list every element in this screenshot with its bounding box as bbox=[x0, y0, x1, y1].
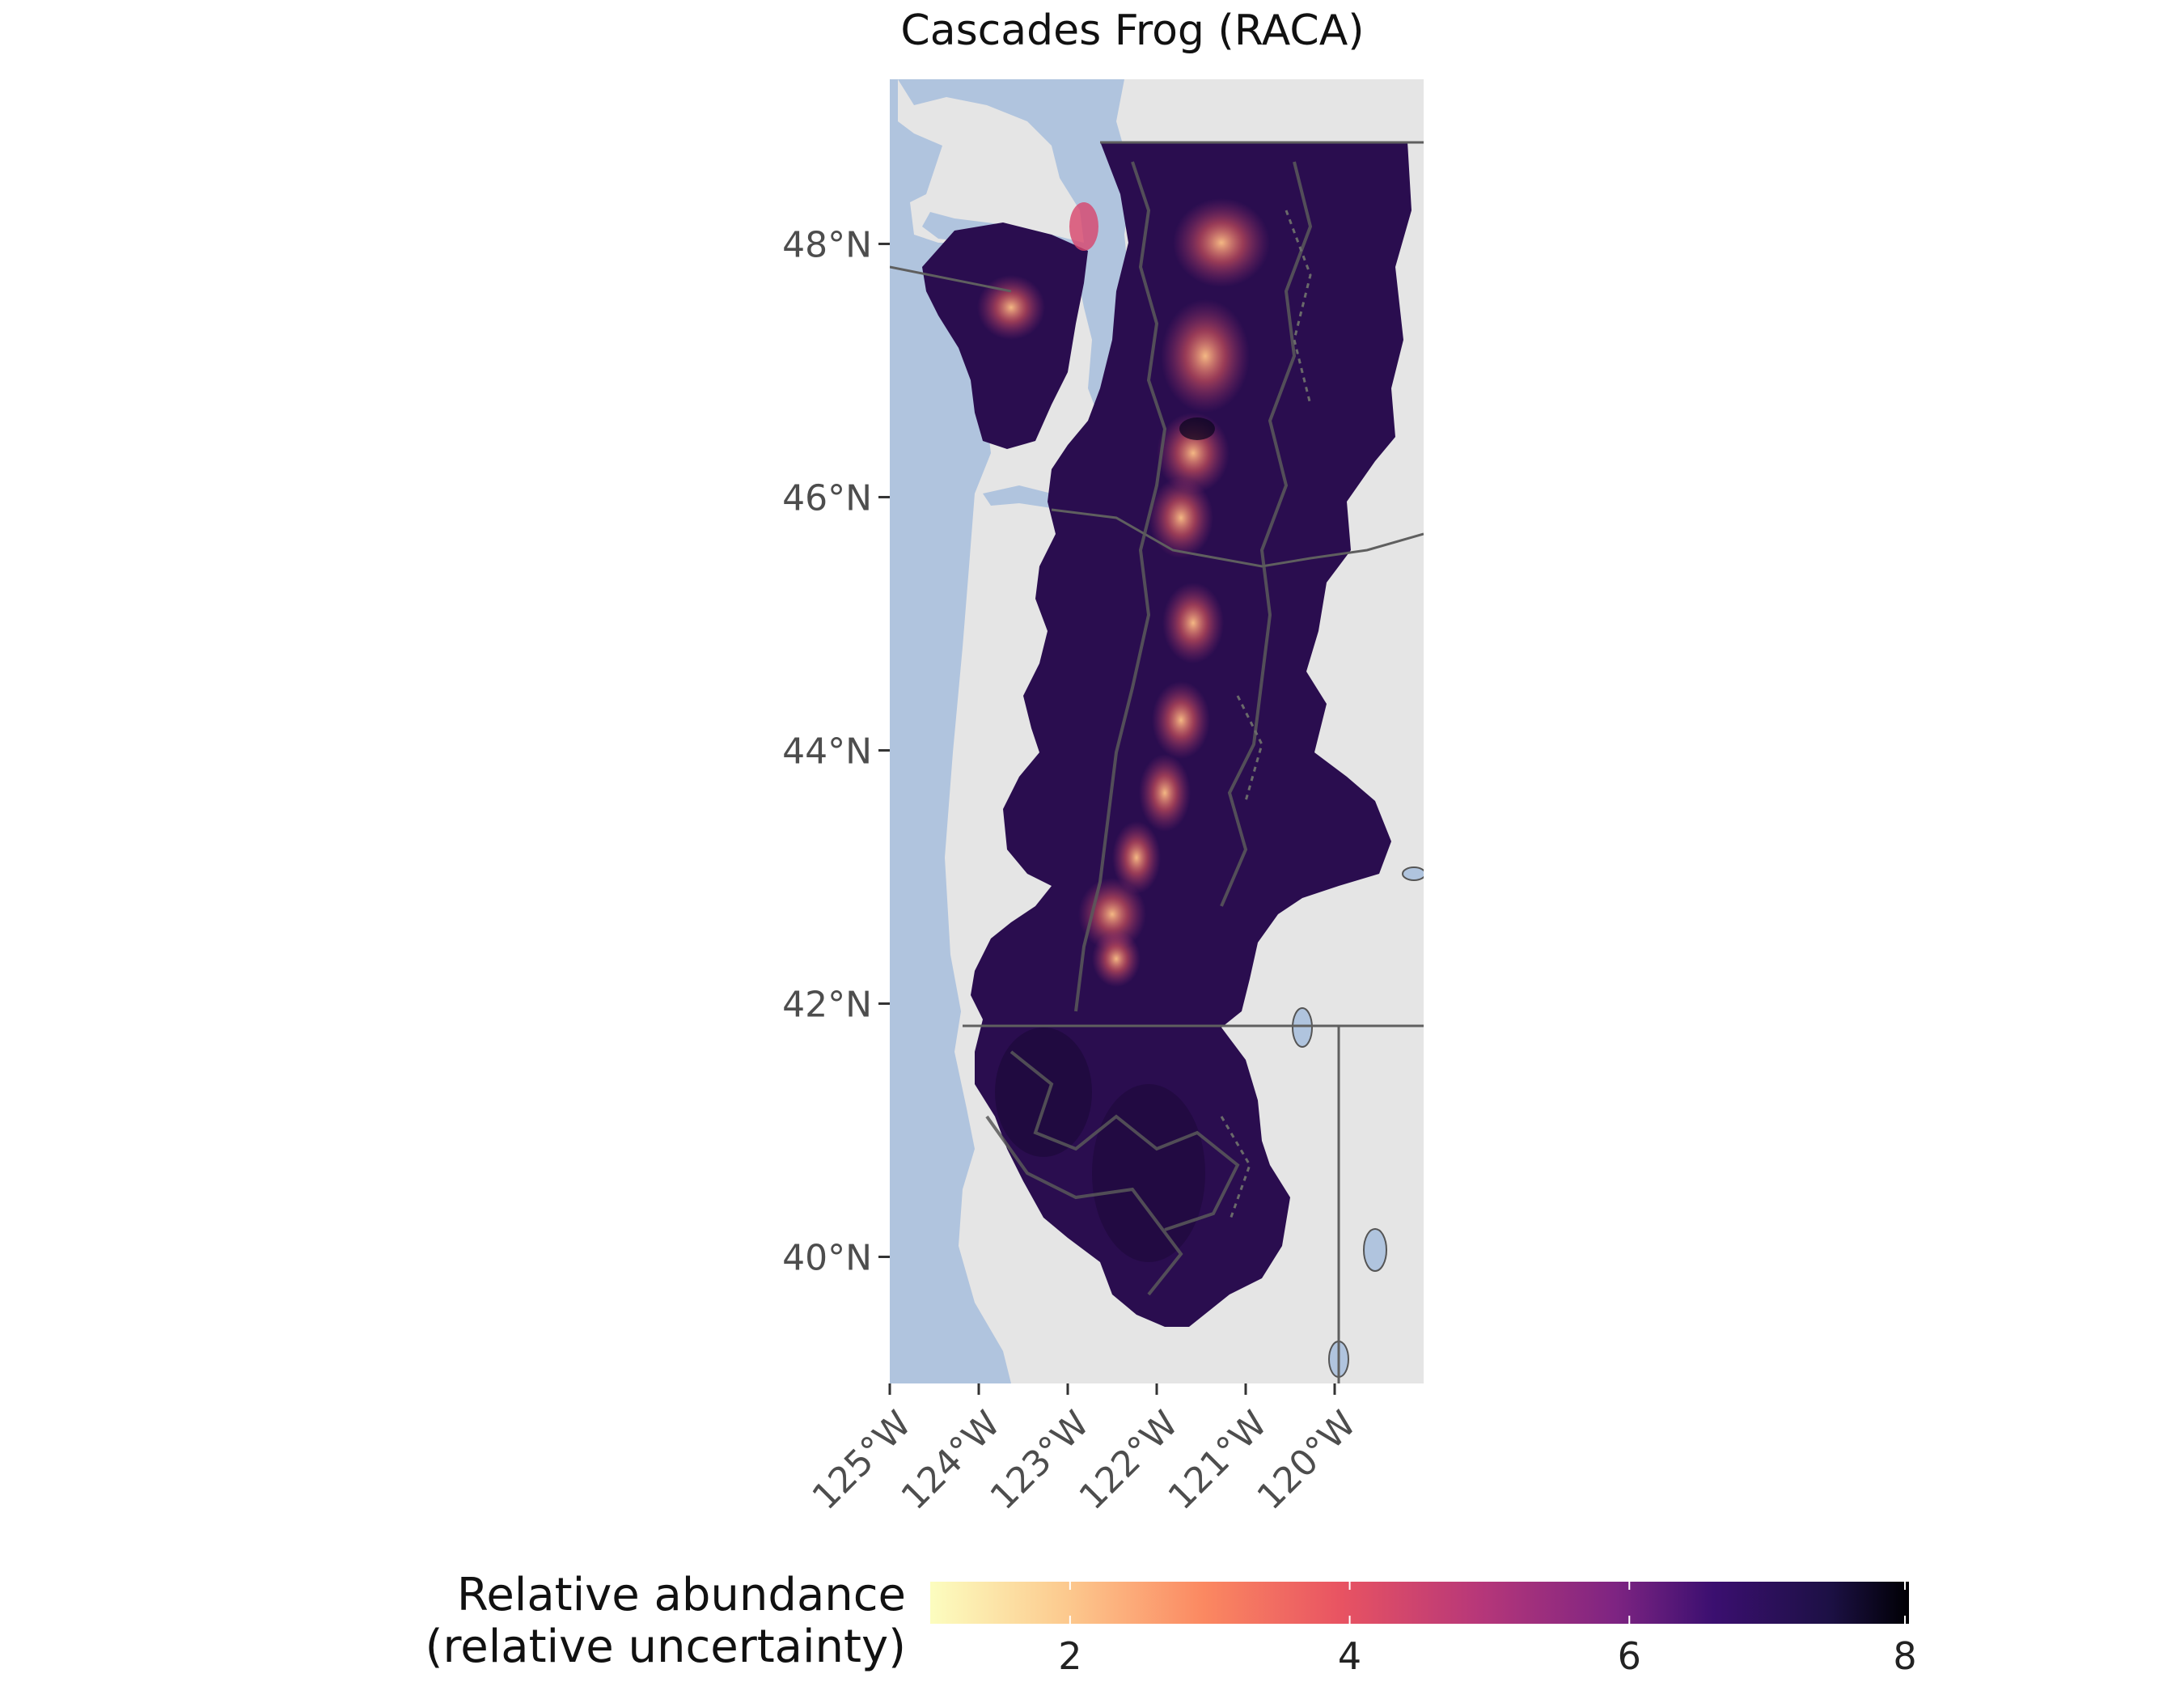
legend-tick-label: 2 bbox=[1058, 1634, 1081, 1678]
dashed-contours bbox=[1220, 210, 1312, 1222]
legend-ticks: 2 4 6 8 bbox=[1058, 1582, 1917, 1678]
lake bbox=[1292, 1007, 1313, 1048]
elevation-contours bbox=[985, 161, 1313, 1296]
lake bbox=[1402, 866, 1424, 881]
y-axis: 48°N 46°N 44°N 42°N 40°N bbox=[782, 224, 890, 1278]
x-tick-label: 121°W bbox=[1161, 1403, 1276, 1518]
y-tick-label: 44°N bbox=[782, 731, 872, 772]
x-tick-label: 120°W bbox=[1250, 1403, 1365, 1518]
y-tick-label: 42°N bbox=[782, 984, 872, 1025]
map-title: Cascades Frog (RACA) bbox=[900, 6, 1365, 55]
legend-tick-label: 8 bbox=[1893, 1634, 1916, 1678]
lake bbox=[1363, 1228, 1387, 1272]
y-tick-label: 40°N bbox=[782, 1237, 872, 1278]
legend-title-line1: Relative abundance bbox=[456, 1569, 906, 1621]
legend-colorbar bbox=[930, 1582, 1909, 1624]
legend-title: Relative abundance (relative uncertainty… bbox=[425, 1570, 906, 1673]
legend-title-line2: (relative uncertainty) bbox=[425, 1621, 906, 1673]
legend-tick-label: 6 bbox=[1618, 1634, 1641, 1678]
puget-sound bbox=[898, 79, 1132, 421]
y-tick-label: 46°N bbox=[782, 477, 872, 519]
x-tick-label: 124°W bbox=[894, 1403, 1009, 1518]
legend-tick-label: 4 bbox=[1338, 1634, 1361, 1678]
y-tick-label: 48°N bbox=[782, 224, 872, 265]
x-tick-label: 125°W bbox=[805, 1403, 920, 1518]
x-tick-label: 122°W bbox=[1072, 1403, 1187, 1518]
x-tick-label: 123°W bbox=[983, 1403, 1098, 1518]
admin-boundaries bbox=[890, 141, 1424, 1383]
